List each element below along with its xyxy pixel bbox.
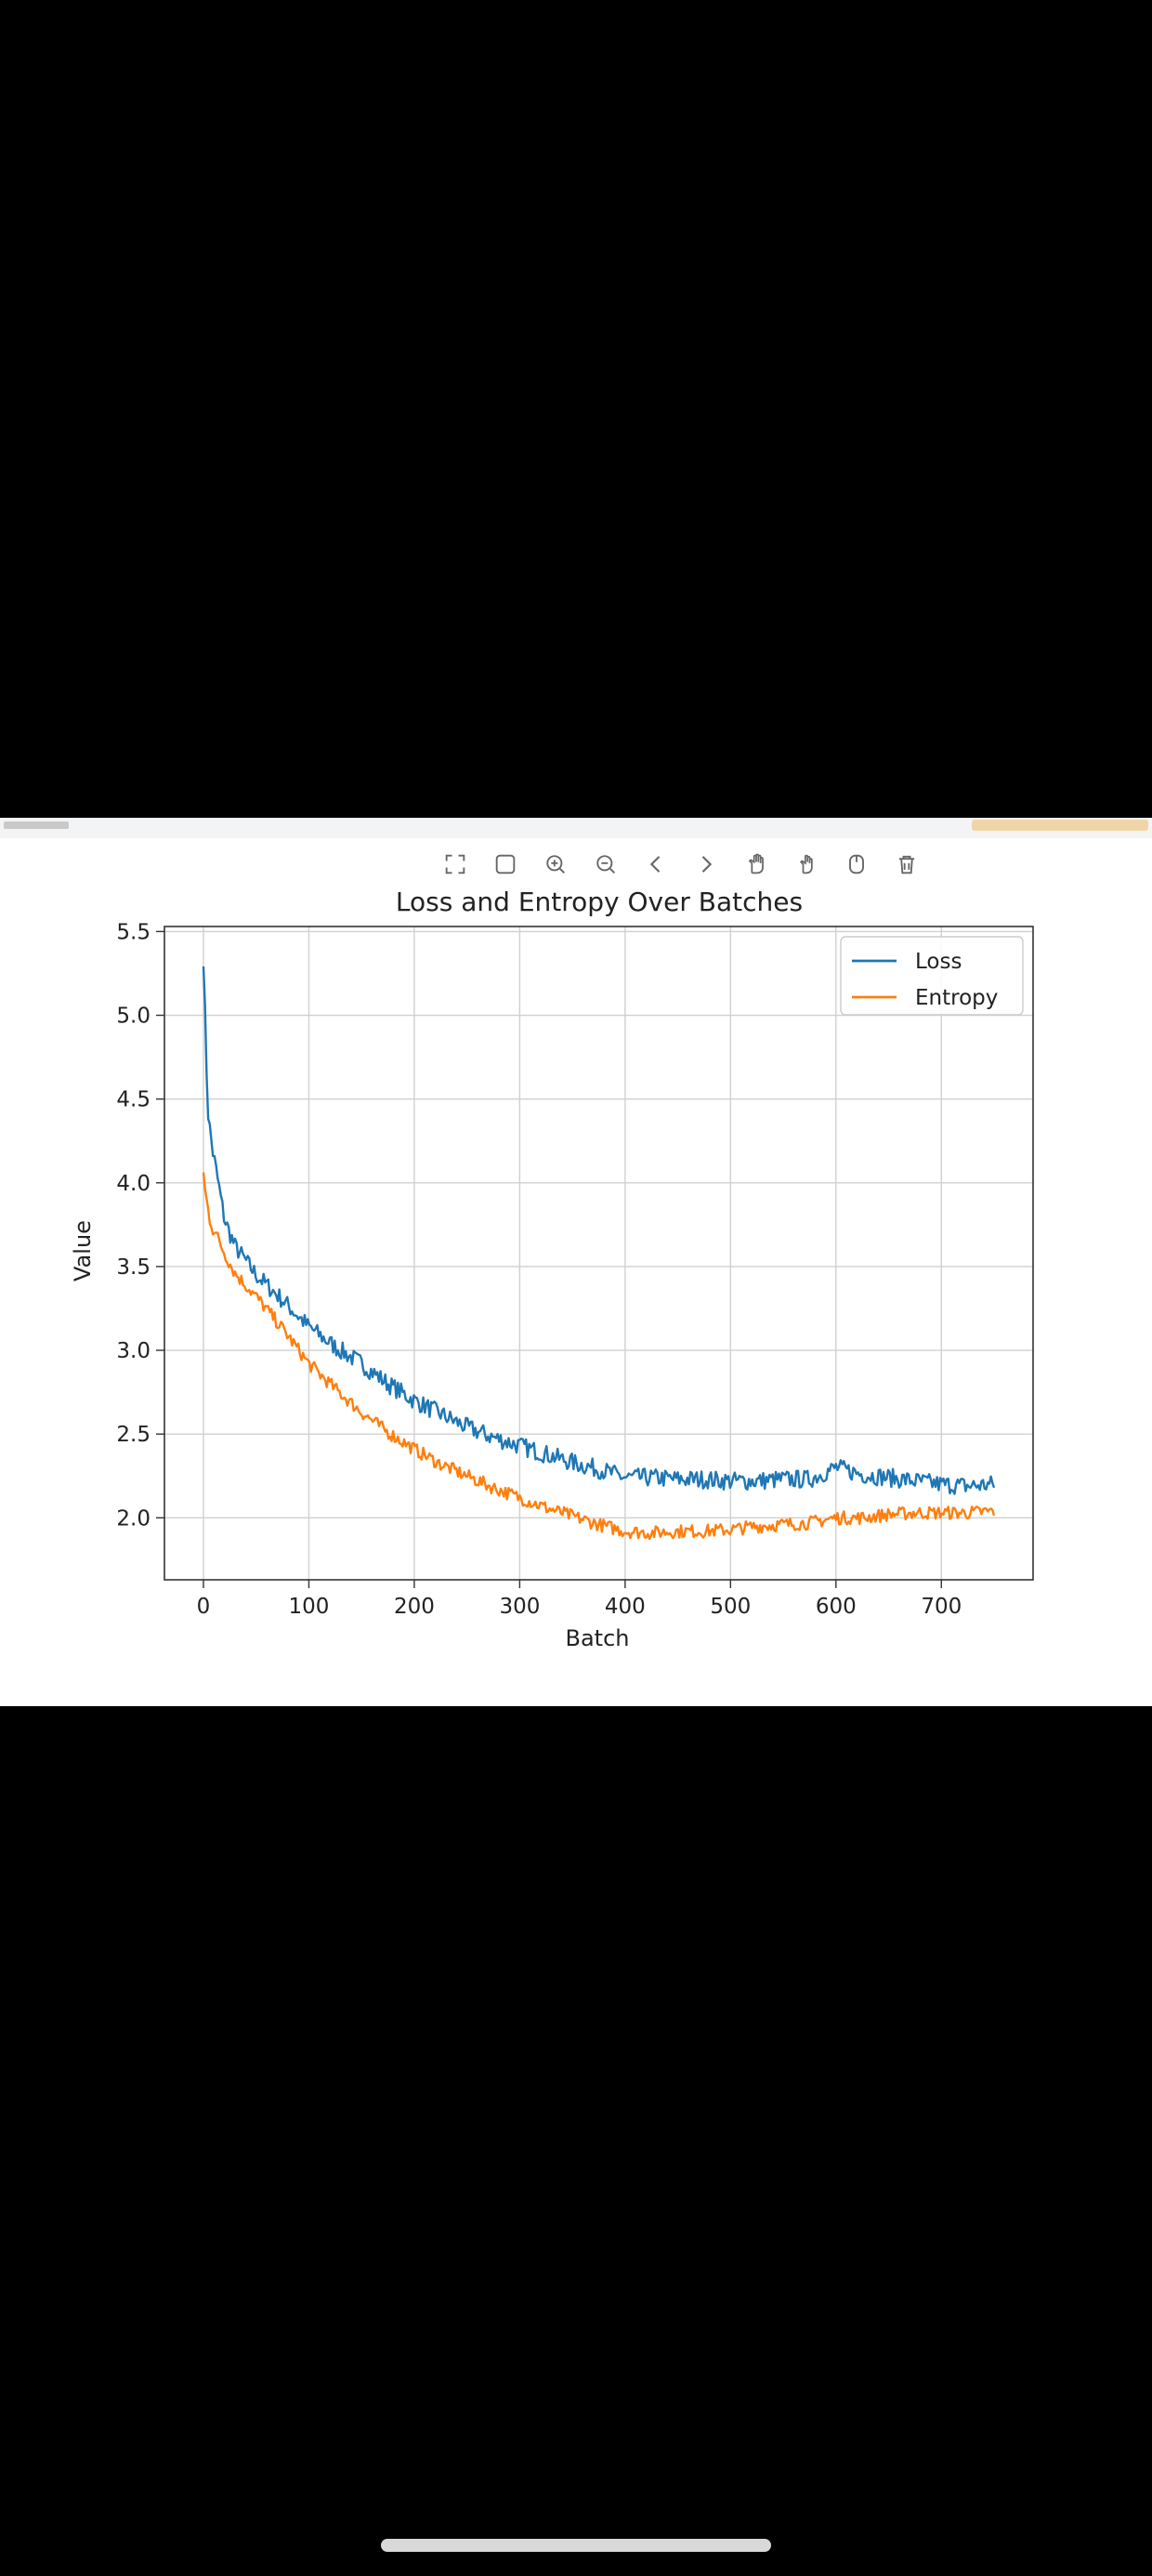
- x-tick-label: 600: [816, 1595, 857, 1619]
- forward-arrow-icon[interactable]: [687, 846, 725, 883]
- zoom-out-icon[interactable]: [587, 846, 624, 883]
- y-tick-label: 2.5: [116, 1423, 151, 1447]
- y-axis-label: Value: [70, 1220, 96, 1281]
- x-axis-label: Batch: [566, 1625, 630, 1651]
- series-lines: [202, 966, 996, 1541]
- status-right-mark: [972, 820, 1148, 831]
- back-arrow-icon[interactable]: [637, 846, 674, 883]
- pan-alt-icon[interactable]: [788, 846, 825, 883]
- top-status-strip: [0, 818, 1152, 838]
- x-tick-label: 300: [499, 1595, 540, 1619]
- x-tick-label: 500: [710, 1595, 751, 1619]
- pan-icon[interactable]: [738, 846, 775, 883]
- fullscreen-icon[interactable]: [437, 846, 474, 883]
- reset-icon[interactable]: [838, 846, 875, 883]
- x-tick-label: 0: [197, 1595, 211, 1619]
- y-tick-label: 3.0: [116, 1339, 151, 1363]
- x-tick-label: 400: [605, 1595, 646, 1619]
- chart-title: Loss and Entropy Over Batches: [396, 887, 803, 917]
- series-line-entropy: [202, 1172, 996, 1541]
- axis-ticks: 0 100 200 300 400 500 600 700 2.0 2.5 3.0 3.5 4.0 4.5…: [116, 920, 962, 1619]
- y-tick-label: 4.5: [116, 1088, 151, 1112]
- y-tick-label: 5.0: [116, 1005, 151, 1029]
- legend-label-loss: Loss: [915, 950, 962, 974]
- x-tick-label: 200: [394, 1595, 435, 1619]
- y-tick-label: 2.0: [116, 1506, 151, 1531]
- status-left-mark: [4, 821, 69, 829]
- home-indicator[interactable]: [381, 2539, 771, 2552]
- axes-frame: [164, 926, 1034, 1581]
- chart-window: 0 100 200 300 400 500 600 700 2.0 2.5 3.0 3.5 4.0 4.5…: [0, 818, 1152, 1706]
- line-chart: 0 100 200 300 400 500 600 700 2.0 2.5 3.0 3.5 4.0 4.5…: [70, 887, 1034, 1651]
- plot-toolbar: [437, 846, 925, 883]
- legend: Loss Entropy: [840, 936, 1024, 1016]
- legend-box: [840, 936, 1024, 1016]
- y-tick-label: 3.5: [116, 1255, 151, 1280]
- square-select-icon[interactable]: [487, 846, 524, 883]
- zoom-in-icon[interactable]: [537, 846, 574, 883]
- y-tick-label: 5.5: [116, 920, 151, 944]
- trash-icon[interactable]: [888, 846, 925, 883]
- grid-lines: [164, 927, 1033, 1580]
- series-line-loss: [202, 966, 996, 1495]
- legend-label-entropy: Entropy: [915, 986, 998, 1010]
- y-tick-label: 4.0: [116, 1172, 151, 1196]
- x-tick-label: 700: [921, 1595, 962, 1619]
- x-tick-label: 100: [289, 1595, 330, 1619]
